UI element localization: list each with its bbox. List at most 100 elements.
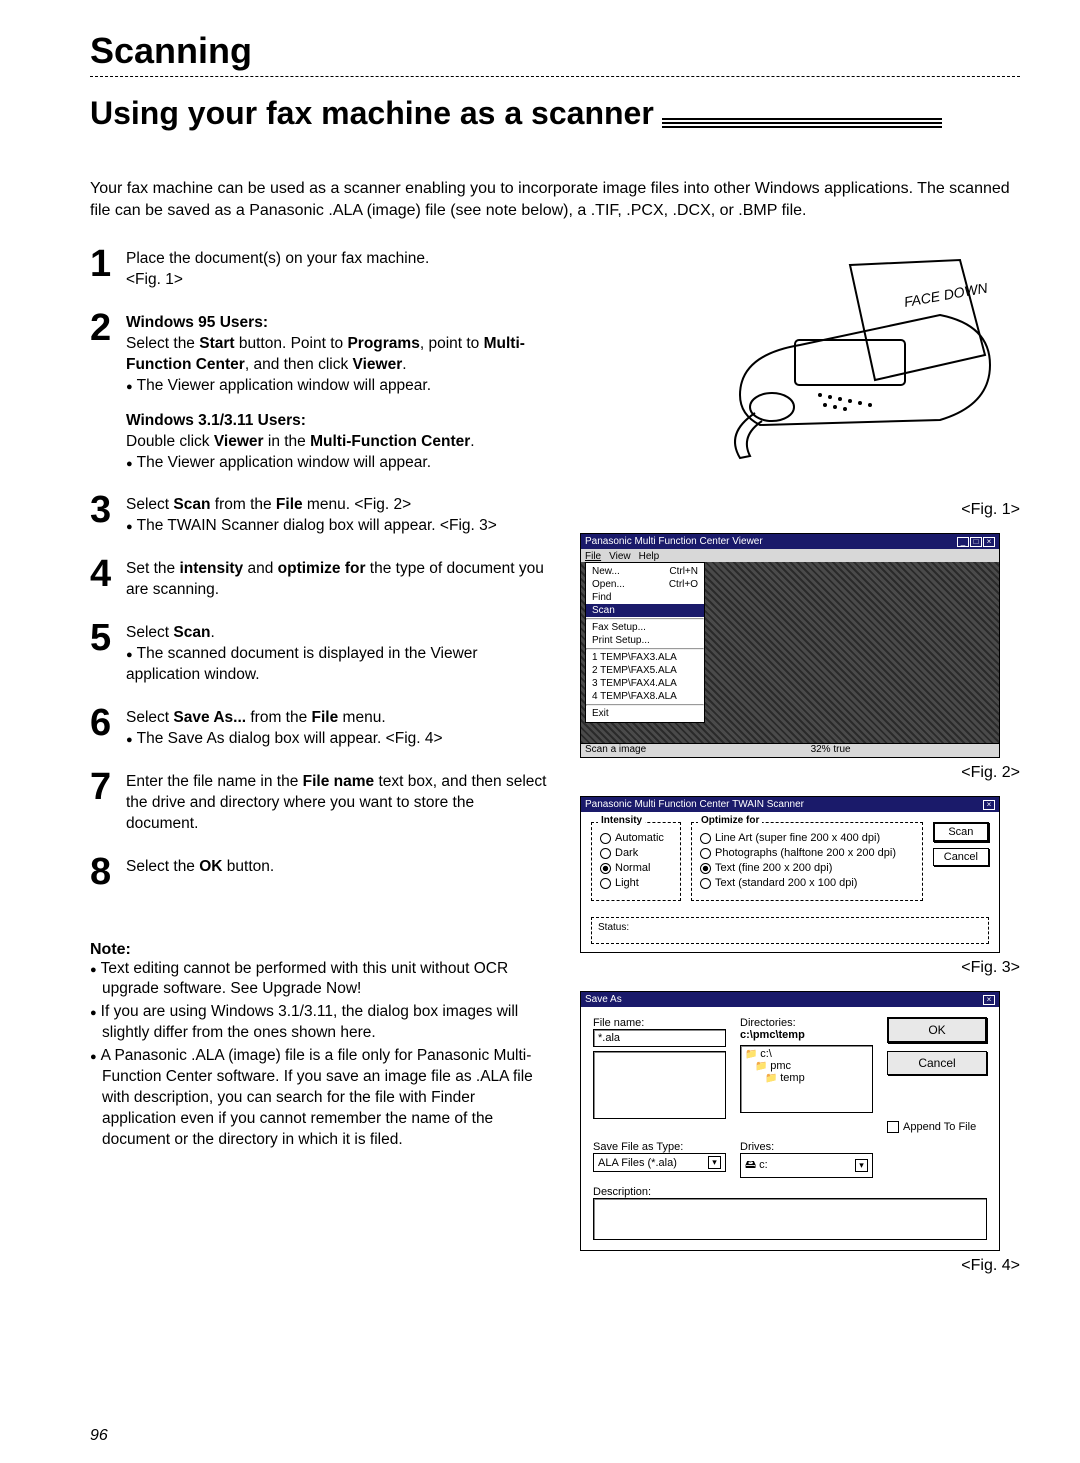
step-number: 7 [90,768,126,835]
menu-file[interactable]: File [585,551,601,562]
saveas-dialog: Save As × File name: *.ala Directories: … [580,991,1000,1251]
decorative-rule [662,118,942,130]
filelist[interactable] [593,1051,726,1119]
note-heading: Note: [90,941,550,959]
scan-button[interactable]: Scan [933,822,989,842]
figures-column: FACE DOWN <Fig. 1> Panasonic Multi Funct… [580,245,1020,1289]
step-number: 2 [90,309,126,473]
titlebar: Panasonic Multi Function Center TWAIN Sc… [581,797,999,812]
step-subhead: Windows 3.1/3.11 Users: [126,411,550,432]
menu-item-new[interactable]: New...Ctrl+N [586,565,704,578]
radio-automatic[interactable]: Automatic [600,832,672,844]
step-number: 8 [90,853,126,891]
statusbar: Scan a image 32% true [581,743,999,757]
window-title: Save As [585,994,622,1005]
optimize-legend: Optimize for [698,815,762,826]
fig2-caption: <Fig. 2> [580,764,1020,782]
step-number: 1 [90,245,126,291]
steps-column: 1 Place the document(s) on your fax mach… [90,245,550,1289]
radio-light[interactable]: Light [600,877,672,889]
scanner-dialog: Panasonic Multi Function Center TWAIN Sc… [580,796,1000,953]
dir-item[interactable]: c:\ [745,1048,868,1060]
sub-title: Using your fax machine as a scanner [90,95,654,132]
status-left: Scan a image [585,744,646,757]
page-number: 96 [90,1427,108,1445]
menu-help[interactable]: Help [639,551,660,562]
menu-item-recent[interactable]: 1 TEMP\FAX3.ALA [586,651,704,664]
titlebar: Save As × [581,992,999,1007]
description-label: Description: [593,1186,987,1198]
chevron-down-icon[interactable]: ▾ [855,1159,868,1172]
filename-field[interactable]: *.ala [593,1029,726,1047]
radio-lineart[interactable]: Line Art (super fine 200 x 400 dpi) [700,832,914,844]
dir-item[interactable]: temp [745,1072,868,1084]
type-label: Save File as Type: [593,1141,726,1153]
filename-label: File name: [593,1017,726,1029]
viewer-window: Panasonic Multi Function Center Viewer _… [580,533,1000,758]
step-6: 6 Select Save As... from the File menu. … [90,704,550,750]
min-icon[interactable]: _ [957,537,969,547]
fax-illustration: FACE DOWN [700,245,1020,495]
fig3-caption: <Fig. 3> [580,959,1020,977]
radio-photo[interactable]: Photographs (halftone 200 x 200 dpi) [700,847,914,859]
append-checkbox[interactable]: Append To File [887,1121,987,1133]
step-number: 6 [90,704,126,750]
menu-item-faxsetup[interactable]: Fax Setup... [586,621,704,634]
radio-normal[interactable]: Normal [600,862,672,874]
note-item: A Panasonic .ALA (image) file is a file … [90,1046,550,1151]
step-ref: <Fig. 1> [126,271,183,288]
step-bullet: The TWAIN Scanner dialog box will appear… [126,516,497,537]
cancel-button[interactable]: Cancel [887,1051,987,1075]
fig1-caption: <Fig. 1> [580,501,1020,519]
file-menu-dropdown: New...Ctrl+N Open...Ctrl+O Find Scan Fax… [585,562,705,723]
radio-dark[interactable]: Dark [600,847,672,859]
close-icon[interactable]: × [983,995,995,1005]
ok-button[interactable]: OK [887,1017,987,1043]
fig4-caption: <Fig. 4> [580,1257,1020,1275]
dirlist[interactable]: c:\ pmc temp [740,1045,873,1113]
close-icon[interactable]: × [983,800,995,810]
close-icon[interactable]: × [983,537,995,547]
drives-combo[interactable]: 🖴 c:▾ [740,1153,873,1178]
step-1: 1 Place the document(s) on your fax mach… [90,245,550,291]
menu-view[interactable]: View [609,551,631,562]
menu-item-find[interactable]: Find [586,591,704,604]
step-bullet: The Viewer application window will appea… [126,376,550,397]
step-number: 4 [90,555,126,601]
radio-text-std[interactable]: Text (standard 200 x 100 dpi) [700,877,914,889]
menu-item-recent[interactable]: 4 TEMP\FAX8.ALA [586,690,704,703]
face-down-label: FACE DOWN [903,280,990,311]
description-field[interactable] [593,1198,987,1240]
step-2: 2 Windows 95 Users: Select the Start but… [90,309,550,473]
type-combo[interactable]: ALA Files (*.ala)▾ [593,1153,726,1172]
intensity-legend: Intensity [598,815,645,826]
radio-text-fine[interactable]: Text (fine 200 x 200 dpi) [700,862,914,874]
drives-label: Drives: [740,1141,873,1153]
rule [90,76,1020,77]
window-controls: _□× [956,536,995,547]
step-3: 3 Select Scan from the File menu. <Fig. … [90,491,550,537]
note-item: Text editing cannot be performed with th… [90,959,550,1001]
cancel-button[interactable]: Cancel [933,848,989,866]
menu-item-recent[interactable]: 2 TEMP\FAX5.ALA [586,664,704,677]
menu-item-scan[interactable]: Scan [586,604,704,617]
step-bullet: The Viewer application window will appea… [126,453,550,474]
max-icon[interactable]: □ [970,537,982,547]
titlebar: Panasonic Multi Function Center Viewer _… [581,534,999,549]
step-number: 5 [90,619,126,686]
window-title: Panasonic Multi Function Center Viewer [585,536,763,547]
dir-item[interactable]: pmc [745,1060,868,1072]
menu-item-printsetup[interactable]: Print Setup... [586,634,704,647]
step-8: 8 Select the OK button. [90,853,550,891]
status-mid: 32% true [811,744,851,757]
step-4: 4 Set the intensity and optimize for the… [90,555,550,601]
directories-path: c:\pmc\temp [740,1029,873,1041]
menu-item-recent[interactable]: 3 TEMP\FAX4.ALA [586,677,704,690]
menu-item-open[interactable]: Open...Ctrl+O [586,578,704,591]
step-subhead: Windows 95 Users: [126,313,550,334]
chevron-down-icon[interactable]: ▾ [708,1156,721,1169]
step-5: 5 Select Scan. The scanned document is d… [90,619,550,686]
section-title: Scanning [90,30,1020,72]
note-list: Text editing cannot be performed with th… [90,959,550,1151]
menu-item-exit[interactable]: Exit [586,707,704,720]
